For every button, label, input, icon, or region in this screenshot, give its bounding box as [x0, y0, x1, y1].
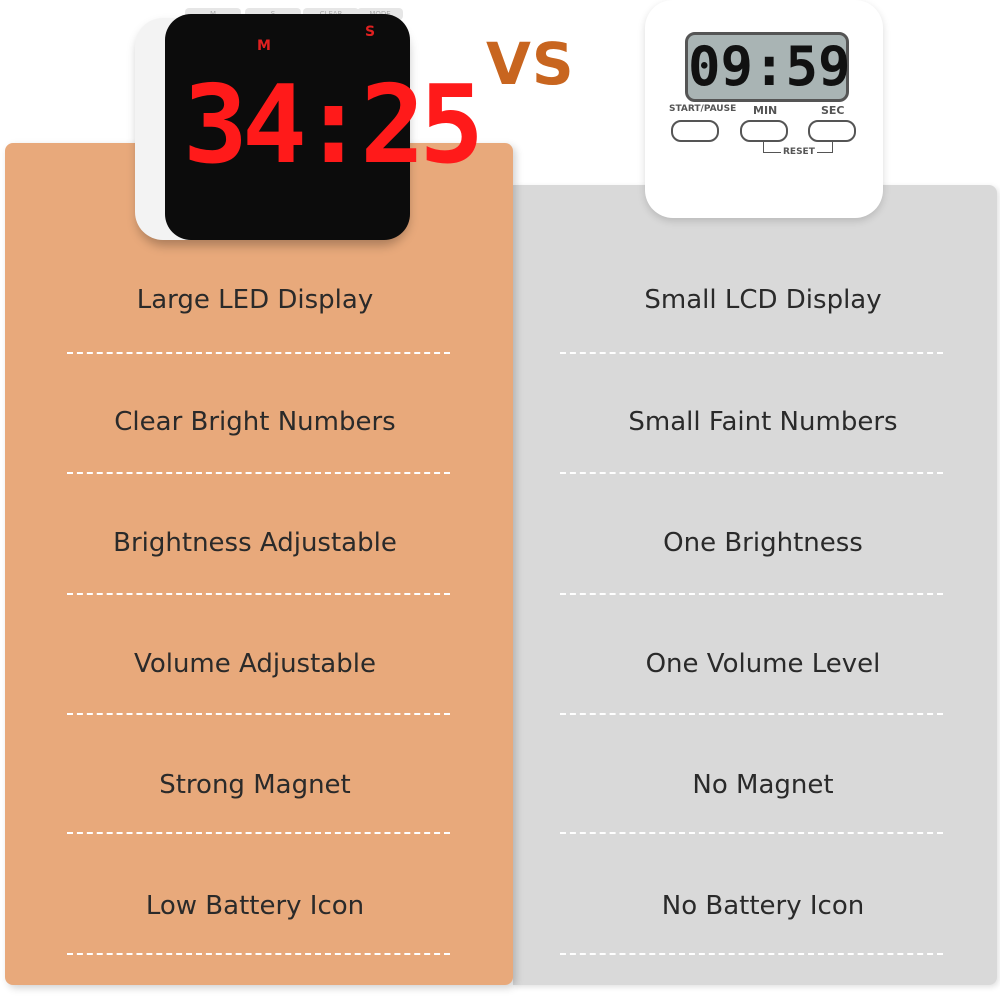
left-feature-4: Volume Adjustable [134, 649, 376, 679]
right-feature-5: No Magnet [692, 770, 834, 800]
lcd-screen: 09:59 [685, 32, 851, 102]
left-divider [67, 593, 450, 595]
second-label: S [365, 24, 376, 40]
right-divider [560, 472, 943, 474]
right-divider [560, 352, 943, 354]
competitor-panel [513, 185, 997, 985]
min-button [740, 120, 788, 142]
led-digits: 34:25 [183, 63, 484, 188]
left-feature-6: Low Battery Icon [145, 891, 365, 921]
left-divider [67, 472, 450, 474]
right-feature-4: One Volume Level [645, 649, 881, 679]
led-screen: M S 34:25 [165, 14, 484, 240]
left-divider [67, 953, 450, 955]
right-feature-6: No Battery Icon [661, 891, 865, 921]
left-divider [67, 713, 450, 715]
vs-label: VS [486, 30, 575, 98]
right-divider [560, 593, 943, 595]
start-pause-button [671, 120, 719, 142]
lcd-timer-image: 09:59 START/PAUSE MIN SEC RESET [645, 0, 883, 218]
left-feature-5: Strong Magnet [159, 770, 351, 800]
min-label: MIN [753, 104, 778, 117]
left-divider [67, 832, 450, 834]
right-divider [560, 713, 943, 715]
sec-button [808, 120, 856, 142]
right-divider [560, 953, 943, 955]
product-panel [5, 143, 513, 985]
right-feature-3: One Brightness [663, 528, 863, 558]
reset-label: RESET [781, 147, 817, 157]
right-feature-2: Small Faint Numbers [628, 407, 898, 437]
sec-label: SEC [821, 104, 845, 117]
right-feature-1: Small LCD Display [644, 285, 882, 315]
led-timer-image: M S CLEAR MODE M S 34:25 [135, 8, 484, 240]
left-feature-2: Clear Bright Numbers [114, 407, 396, 437]
left-divider [67, 352, 450, 354]
left-feature-3: Brightness Adjustable [113, 528, 397, 558]
start-pause-label: START/PAUSE [669, 104, 737, 114]
right-divider [560, 832, 943, 834]
left-feature-1: Large LED Display [136, 285, 374, 315]
minute-label: M [257, 38, 271, 54]
